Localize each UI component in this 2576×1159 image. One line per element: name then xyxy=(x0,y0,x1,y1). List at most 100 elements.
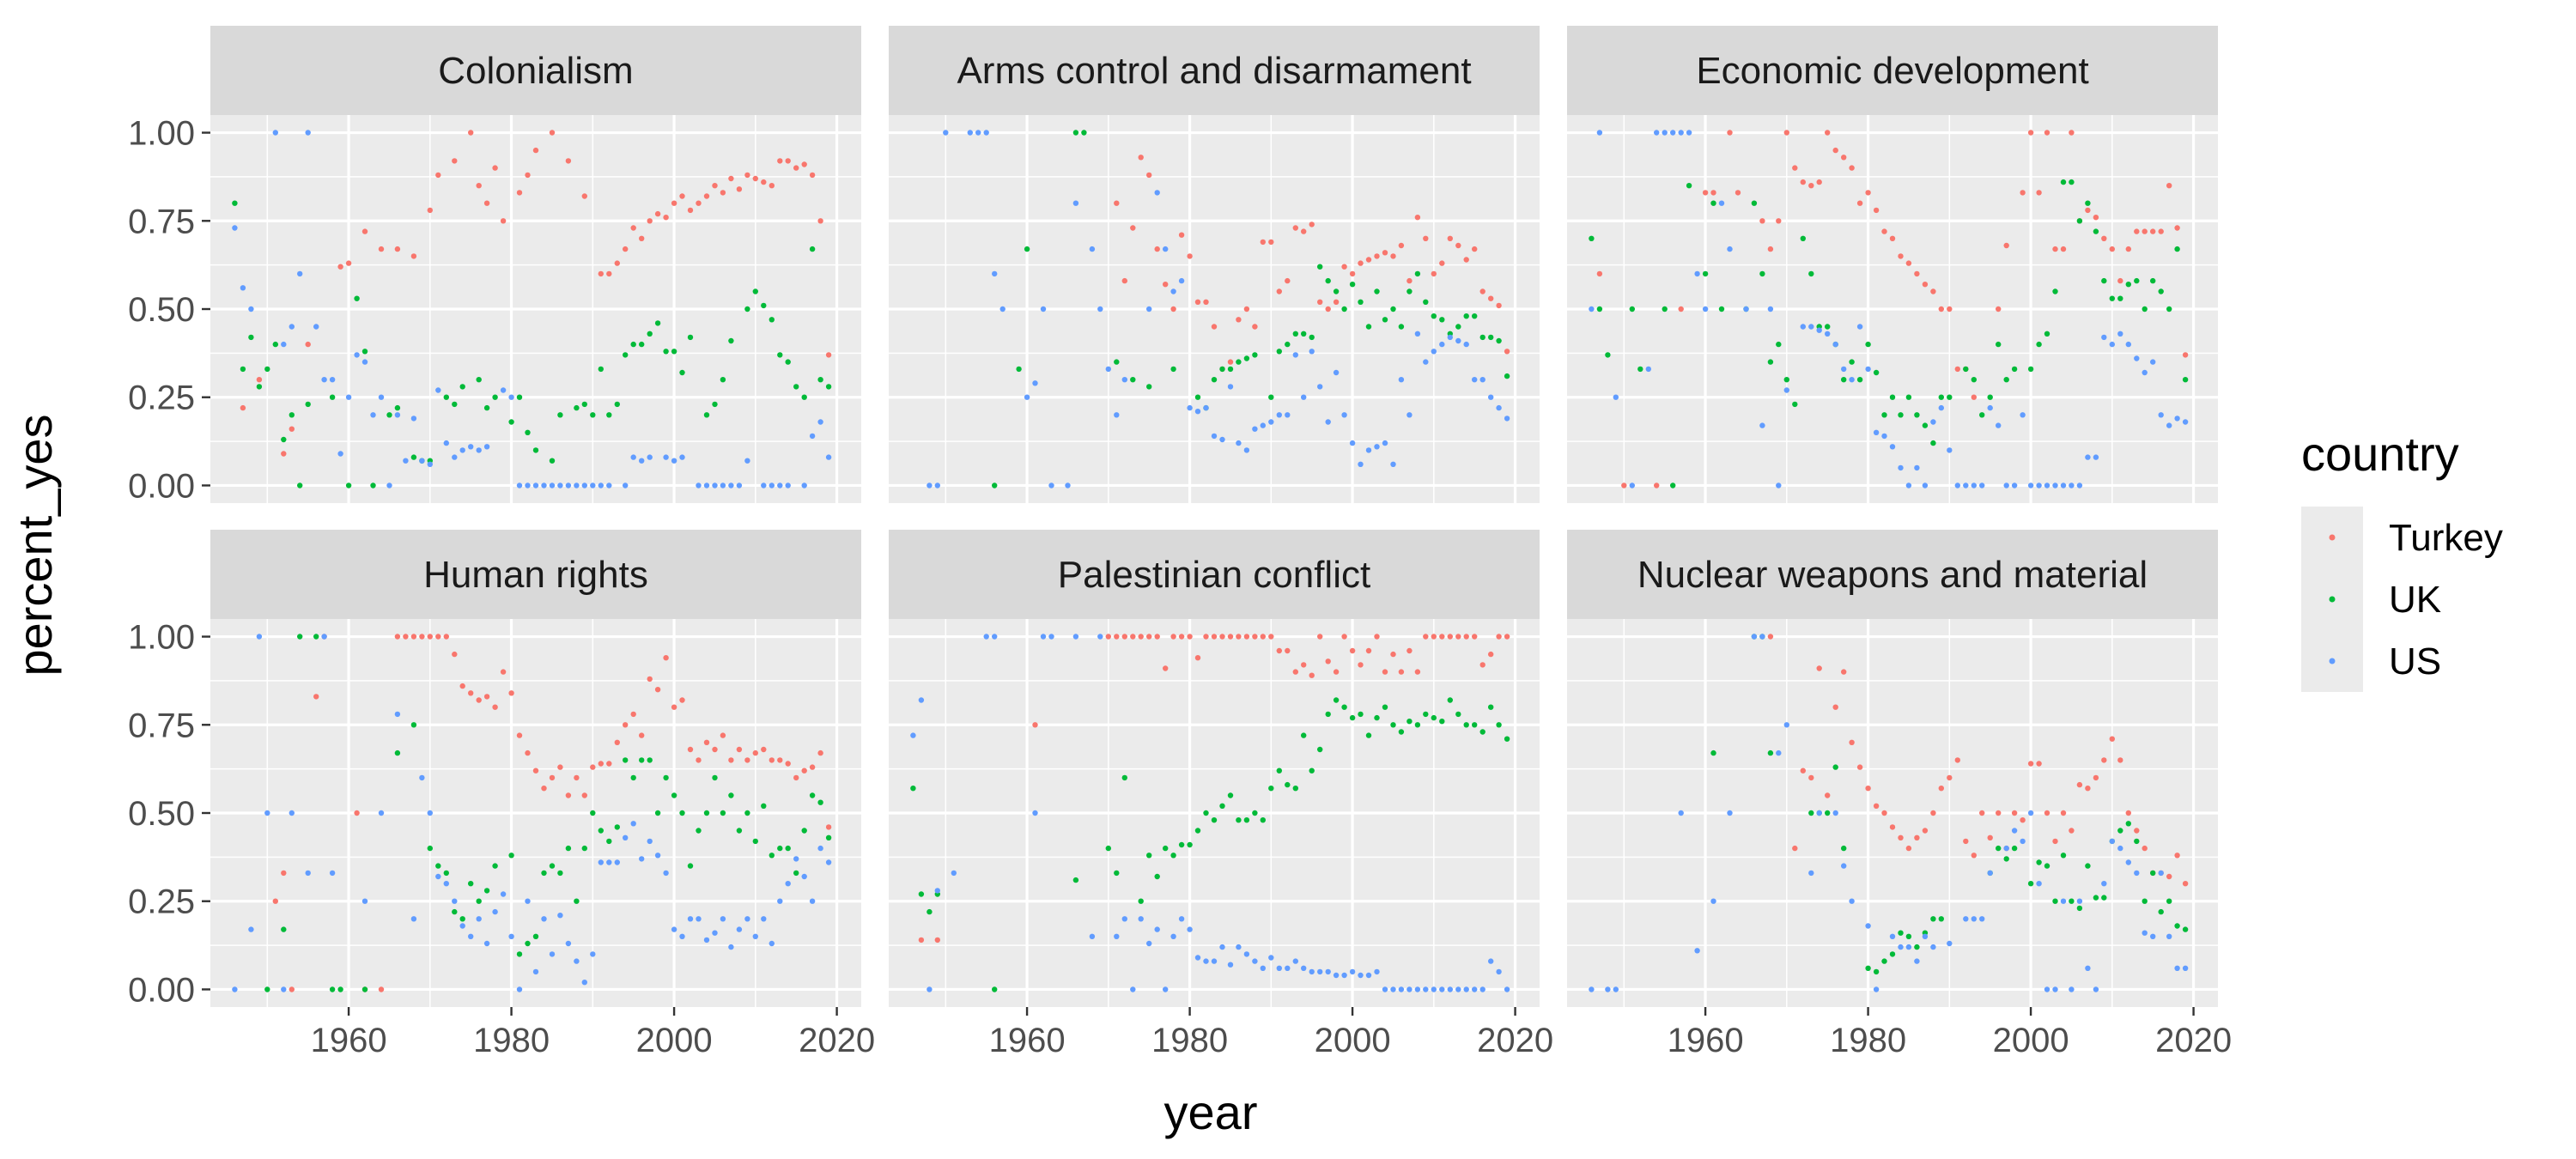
data-point xyxy=(272,898,278,904)
data-point xyxy=(1252,958,1258,964)
y-axis-title: percent_yes xyxy=(8,414,62,676)
data-point xyxy=(817,419,823,425)
data-point xyxy=(1414,986,1421,992)
data-point xyxy=(532,447,539,453)
data-point xyxy=(337,264,343,270)
data-point xyxy=(687,863,694,869)
data-point xyxy=(452,401,458,408)
data-point xyxy=(2109,341,2115,348)
data-point xyxy=(927,908,933,915)
data-point xyxy=(508,933,514,940)
data-point xyxy=(2060,246,2067,252)
data-point xyxy=(1930,288,1936,294)
data-point xyxy=(785,845,791,852)
data-point xyxy=(2158,870,2164,877)
data-point xyxy=(321,377,327,383)
data-point xyxy=(1702,270,1709,277)
data-point xyxy=(1227,792,1234,798)
data-point xyxy=(1211,634,1218,640)
data-point xyxy=(1252,810,1258,816)
data-point xyxy=(1341,306,1347,313)
data-point xyxy=(1358,972,1364,979)
facet-strip xyxy=(889,26,1540,115)
data-point xyxy=(2109,838,2115,845)
data-point xyxy=(1504,736,1510,742)
data-point xyxy=(1922,422,1929,428)
data-point xyxy=(1613,986,1619,992)
data-point xyxy=(1406,277,1413,284)
data-point xyxy=(1645,366,1652,373)
data-point xyxy=(1243,817,1250,823)
data-point xyxy=(1841,377,1847,383)
data-point xyxy=(1194,828,1201,834)
data-point xyxy=(1914,412,1920,418)
data-point xyxy=(1496,404,1502,411)
data-point xyxy=(2020,412,2026,418)
data-point xyxy=(1832,704,1838,710)
data-point xyxy=(1979,412,1985,418)
data-point xyxy=(1718,200,1725,206)
data-point xyxy=(1686,130,1692,136)
data-point xyxy=(1032,380,1038,386)
data-point xyxy=(2158,412,2164,418)
data-point xyxy=(337,986,343,992)
data-point xyxy=(1301,965,1307,972)
data-point xyxy=(623,834,629,840)
data-point xyxy=(1905,260,1912,266)
data-point xyxy=(248,926,254,932)
data-point xyxy=(918,891,925,897)
data-point xyxy=(1987,404,1993,411)
data-point xyxy=(2134,228,2140,234)
x-tick-label: 1980 xyxy=(1151,1022,1228,1059)
data-point xyxy=(809,172,816,179)
data-point xyxy=(2020,190,2026,196)
data-point xyxy=(483,940,490,947)
data-point xyxy=(1016,366,1022,373)
data-point xyxy=(2117,331,2123,337)
data-point xyxy=(1898,464,1904,471)
data-point xyxy=(1414,722,1421,728)
data-point xyxy=(1105,366,1112,373)
data-point xyxy=(687,207,694,214)
data-point xyxy=(1849,377,1855,383)
data-point xyxy=(2142,898,2148,904)
data-point xyxy=(1285,277,1291,284)
data-point xyxy=(1227,359,1234,365)
data-point xyxy=(2174,923,2180,929)
data-point xyxy=(361,986,368,992)
data-point xyxy=(272,341,278,348)
data-point xyxy=(1694,948,1700,954)
data-point xyxy=(1463,341,1469,348)
data-point xyxy=(2052,288,2058,294)
data-point xyxy=(1285,781,1291,788)
data-point xyxy=(1285,965,1291,972)
data-point xyxy=(606,761,612,767)
data-point xyxy=(809,792,816,798)
data-point xyxy=(232,200,238,206)
x-tick-label: 1960 xyxy=(1668,1022,1744,1059)
data-point xyxy=(1431,349,1437,355)
data-point xyxy=(1947,447,1953,453)
data-point xyxy=(1194,394,1201,400)
data-point xyxy=(305,401,311,408)
data-point xyxy=(1783,387,1789,393)
data-point xyxy=(1309,672,1315,678)
data-point xyxy=(2101,277,2107,284)
data-point xyxy=(1898,944,1904,950)
data-point xyxy=(410,722,417,728)
data-point xyxy=(752,288,758,294)
x-tick-label: 2000 xyxy=(1315,1022,1391,1059)
data-point xyxy=(744,172,750,179)
data-point xyxy=(1922,828,1929,834)
data-point xyxy=(598,366,604,373)
data-point xyxy=(1341,634,1347,640)
data-point xyxy=(2069,130,2075,136)
data-point xyxy=(1504,349,1510,355)
data-point xyxy=(769,183,775,189)
data-point xyxy=(1504,373,1510,379)
data-point xyxy=(1930,944,1936,950)
data-point xyxy=(1971,377,1977,383)
data-point xyxy=(1455,337,1461,344)
data-point xyxy=(1219,366,1225,373)
data-point xyxy=(671,200,677,206)
